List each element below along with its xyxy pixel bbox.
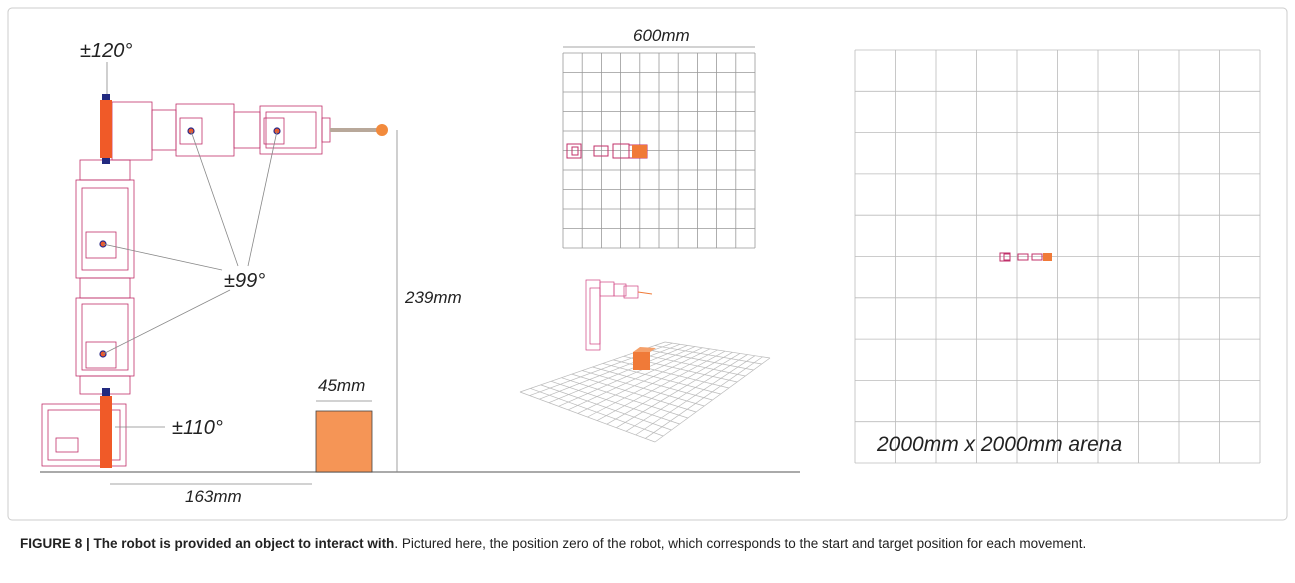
shape: [633, 347, 656, 352]
figure-border: [7, 7, 1288, 521]
shape: [612, 143, 630, 159]
shape: [1017, 253, 1029, 261]
perspective-view: [519, 279, 771, 443]
shape: [635, 355, 756, 436]
shape: [566, 143, 582, 159]
object-width-label: 45mm: [318, 376, 365, 395]
shape: [593, 145, 609, 157]
arena-grid: [854, 49, 1261, 464]
arena-label: 2000mm x 2000mm arena: [876, 433, 1122, 456]
shape: [625, 354, 748, 432]
shape: [633, 352, 650, 370]
caption-text: . Pictured here, the position zero of th…: [394, 536, 1087, 551]
shape: [664, 341, 771, 359]
distance-label: 163mm: [185, 487, 242, 506]
shape: [637, 291, 653, 295]
shape: [644, 348, 754, 371]
shape: [599, 281, 615, 297]
shape: [613, 283, 627, 297]
shape: [587, 349, 718, 418]
shape: [606, 351, 733, 425]
shape: [589, 287, 601, 345]
shape: [632, 145, 647, 158]
figure: ±120° ±99° ±110° 239mm 45mm 163mm 600mm …: [7, 7, 1288, 521]
elbow-angle: ±99°: [224, 270, 265, 292]
shape: [654, 357, 771, 443]
caption-label: FIGURE 8 | The robot is provided an obje…: [20, 536, 395, 551]
shape: [613, 359, 730, 389]
shape: [654, 345, 762, 365]
base-angle: ±110°: [172, 417, 223, 439]
top-view-width-label: 600mm: [633, 26, 690, 45]
shape: [1043, 253, 1052, 261]
shape: [1031, 253, 1043, 261]
caption: FIGURE 8 | The robot is provided an obje…: [20, 533, 1270, 555]
shape: [585, 279, 601, 351]
wrist-angle: ±120°: [80, 40, 132, 62]
shape: [616, 353, 741, 429]
shape: [596, 350, 726, 421]
shape: [602, 363, 721, 395]
shape: [633, 352, 746, 377]
top-view-grid: [562, 52, 756, 249]
shape: [645, 356, 763, 439]
robot-side-view: [40, 46, 800, 485]
shape: [571, 146, 579, 156]
shape: [1003, 253, 1011, 261]
height-label: 239mm: [404, 288, 462, 307]
